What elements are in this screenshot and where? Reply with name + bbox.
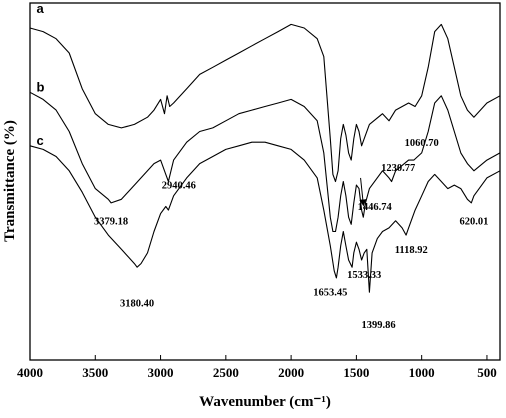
series-label-c: c [37,133,44,148]
peak-label-1230-77: 1230.77 [381,163,415,174]
series-line-a [30,24,500,181]
series-label-b: b [37,80,45,95]
plot-frame [30,3,500,360]
series-labels: a b c [37,1,45,148]
peak-label-3379-18: 3379.18 [94,216,128,227]
annotation-arrow-group [361,178,364,203]
peak-label-2940-46: 2940.46 [162,181,196,192]
x-axis-ticks: 4000 3500 3000 2500 2000 1500 1000 500 [17,355,497,380]
peak-label-1653-45: 1653.45 [313,288,347,299]
peak-label-1399-86: 1399.86 [362,320,396,331]
x-tick-label-1000: 1000 [409,365,435,380]
x-tick-label-500: 500 [477,365,497,380]
x-axis-title: Wavenumber (cm⁻¹) [199,394,331,410]
x-tick-label-3000: 3000 [148,365,174,380]
series-line-b [30,92,500,231]
peak-label-1060-70: 1060.70 [405,138,439,149]
peak-label-1446-74: 1446.74 [358,202,393,213]
peak-label-1533-33: 1533.33 [347,270,381,281]
x-tick-label-4000: 4000 [17,365,43,380]
peak-label-3180-40: 3180.40 [120,298,154,309]
annotation-arrow [361,178,364,203]
peak-label-620-01: 620.01 [459,216,488,227]
peak-label-1118-92: 1118.92 [395,245,428,256]
x-tick-label-2000: 2000 [278,365,304,380]
series-label-a: a [37,1,45,16]
x-tick-label-3500: 3500 [82,365,108,380]
series-group [30,24,500,292]
x-tick-label-2500: 2500 [213,365,239,380]
x-tick-label-1500: 1500 [343,365,369,380]
y-axis-title: Transmittance (%) [2,120,18,242]
